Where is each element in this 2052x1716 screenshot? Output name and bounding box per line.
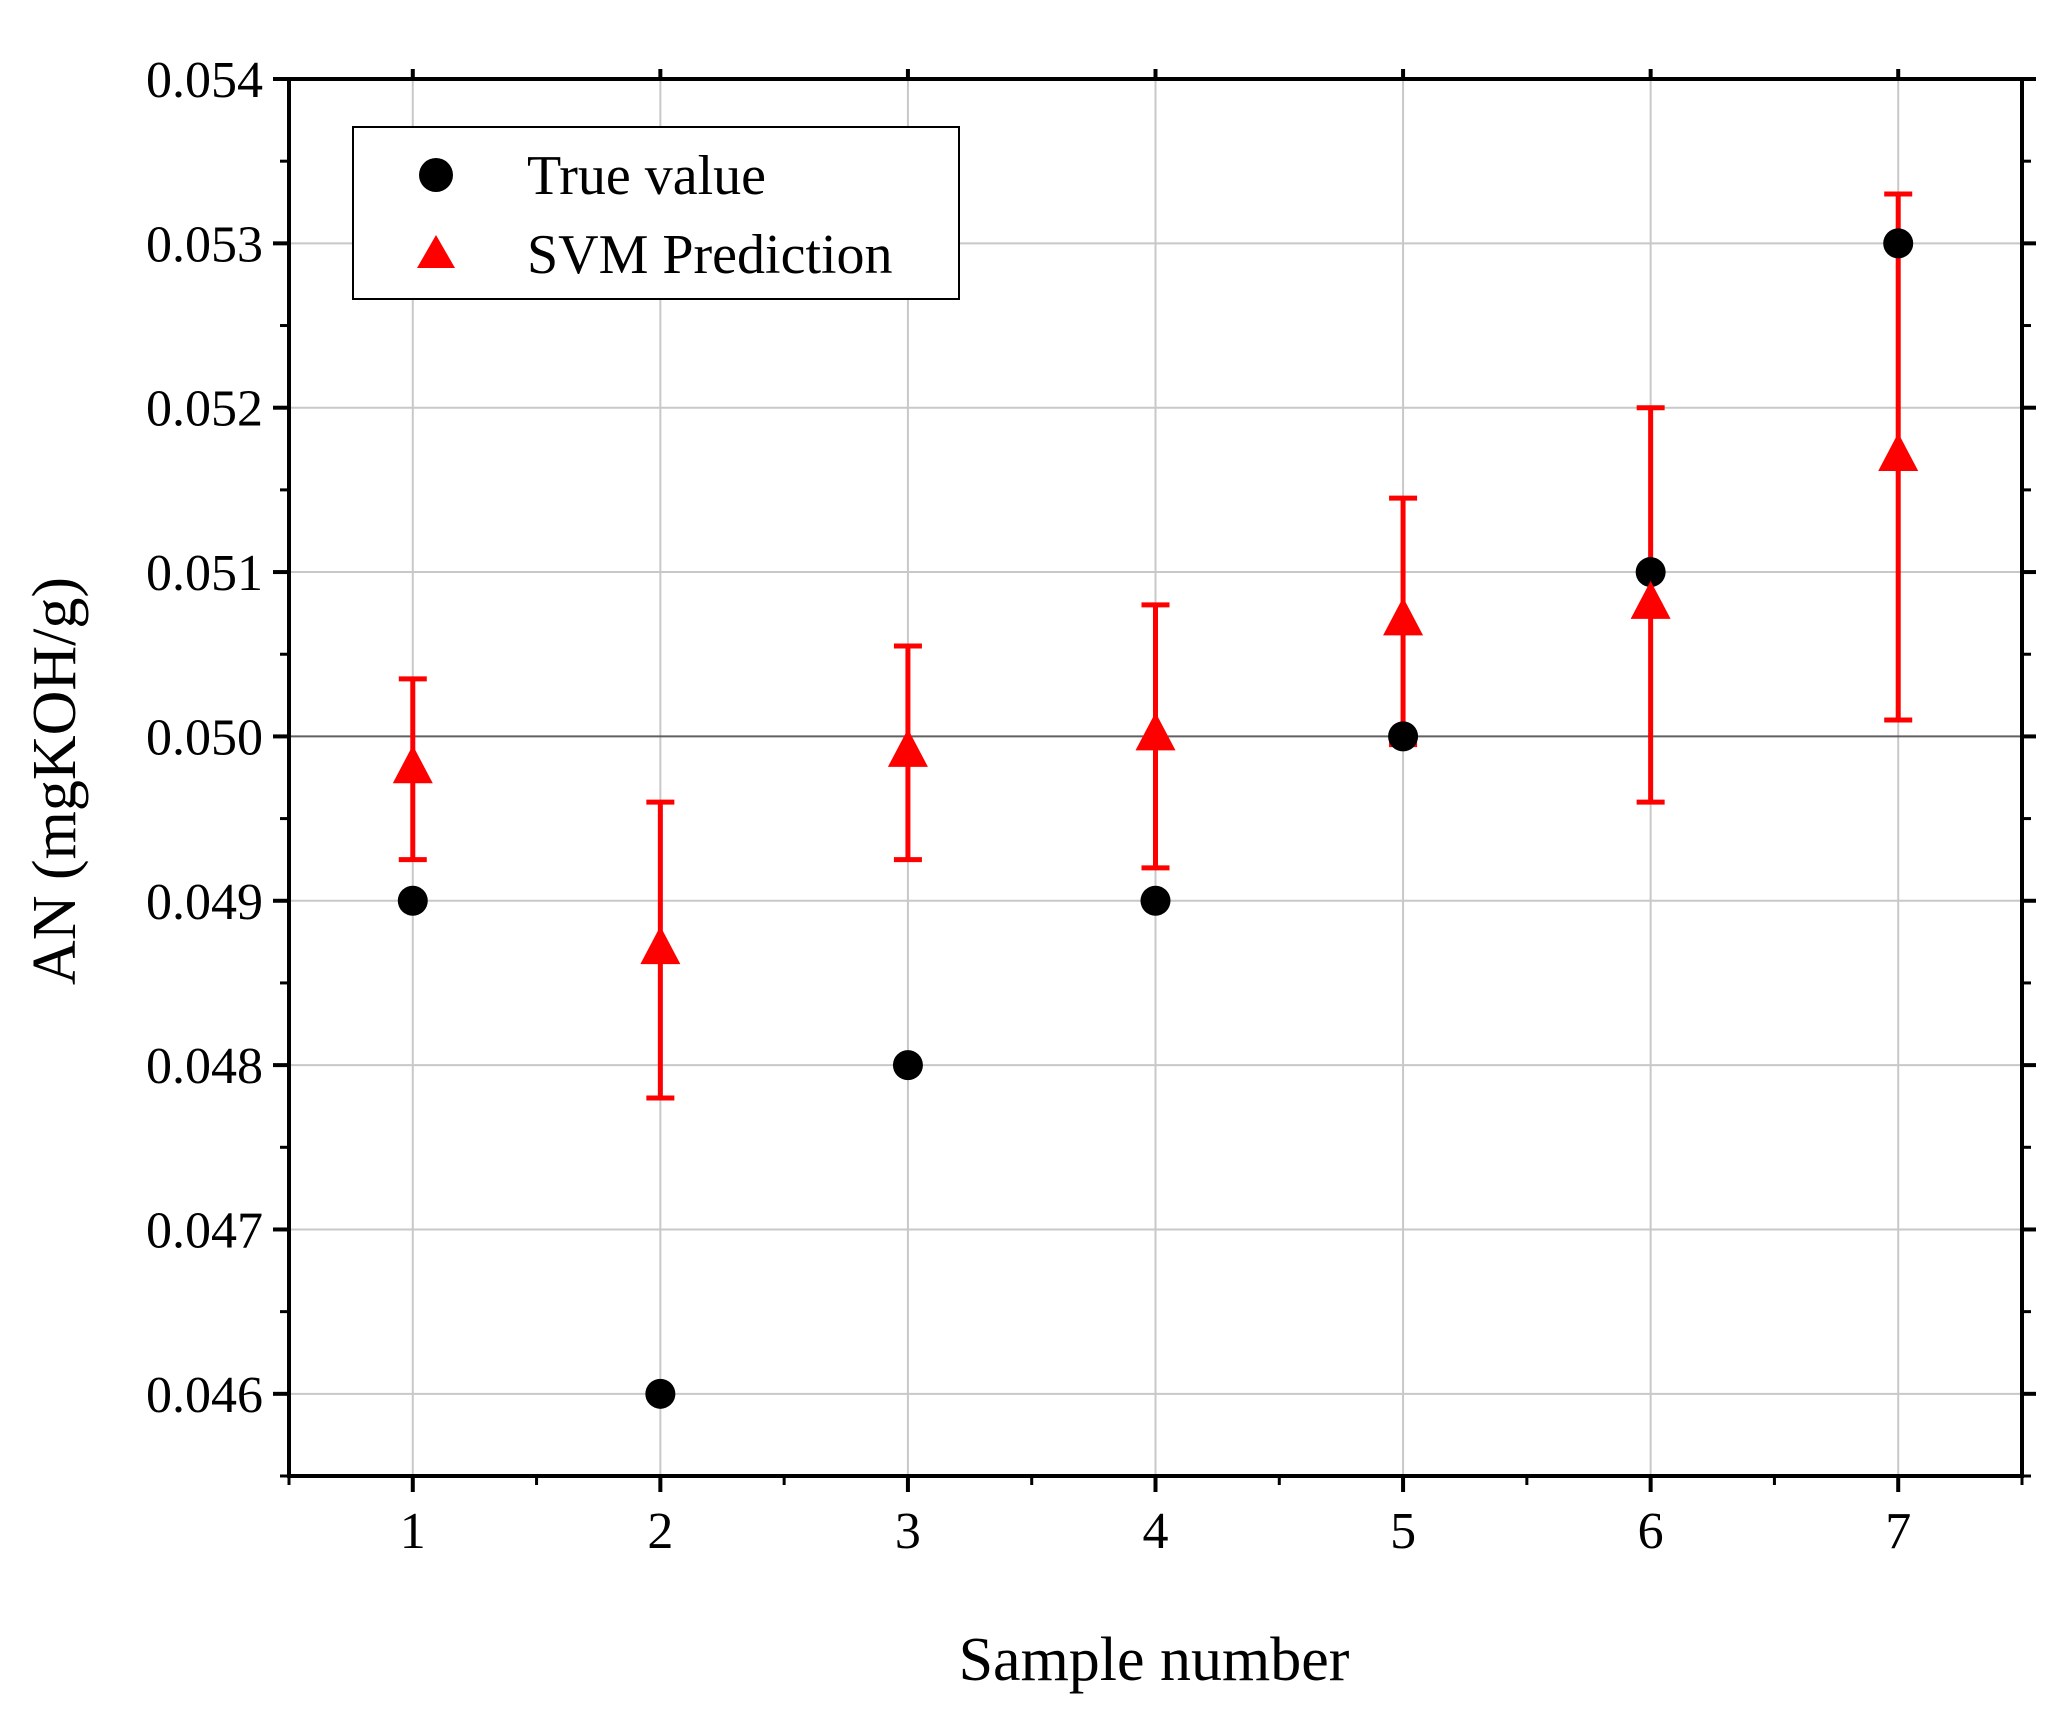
svm-prediction-point xyxy=(392,745,433,784)
y-tick-label: 0.054 xyxy=(146,52,263,109)
x-tick-label: 1 xyxy=(400,1503,426,1560)
y-tick-label: 0.052 xyxy=(146,381,263,438)
svm-prediction-point xyxy=(640,926,681,965)
y-tick-label: 0.049 xyxy=(146,874,263,931)
x-tick-label: 5 xyxy=(1390,1503,1416,1560)
x-tick-label: 7 xyxy=(1885,1503,1911,1560)
svm-prediction-point xyxy=(1878,433,1919,472)
y-tick-label: 0.051 xyxy=(146,545,263,602)
y-tick-labels: 0.046 0.047 0.048 0.049 0.050 0.051 0.052 0.053… xyxy=(146,52,263,1424)
true-value-point xyxy=(1388,721,1419,752)
x-tick-label: 4 xyxy=(1143,1503,1169,1560)
legend-svm-prediction-marker xyxy=(417,235,455,268)
svm-prediction-point xyxy=(1135,712,1176,751)
x-tick-labels: 1 2 3 4 5 6 7 xyxy=(400,1503,1911,1560)
y-tick-label: 0.048 xyxy=(146,1038,263,1095)
x-tick-label: 3 xyxy=(895,1503,921,1560)
svm-prediction-point xyxy=(1383,597,1424,636)
true-value-point xyxy=(892,1050,923,1081)
true-value-point xyxy=(1883,228,1914,259)
svm-prediction-point xyxy=(887,728,928,767)
legend-true-value-label: True value xyxy=(527,145,766,207)
legend-true-value-marker xyxy=(419,158,453,192)
y-axis-title: AN (mgKOH/g) xyxy=(21,577,89,985)
legend-box xyxy=(352,126,960,300)
true-value-point xyxy=(1140,885,1171,916)
legend-svm-prediction-label: SVM Prediction xyxy=(527,224,893,286)
true-value-point xyxy=(645,1378,676,1409)
data-points xyxy=(392,228,1919,1409)
axis-ticks xyxy=(273,69,2036,1492)
y-tick-label: 0.053 xyxy=(146,216,263,273)
true-value-point xyxy=(1635,557,1666,588)
legend: True value SVM Prediction xyxy=(352,126,960,300)
x-tick-label: 6 xyxy=(1638,1503,1664,1560)
true-value-point xyxy=(397,885,428,916)
x-axis-title: Sample number xyxy=(959,1626,1350,1694)
y-tick-label: 0.050 xyxy=(146,709,263,766)
y-tick-label: 0.047 xyxy=(146,1202,263,1259)
plot-frame xyxy=(287,77,2024,1478)
svm-prediction-point xyxy=(1630,580,1671,619)
x-tick-label: 2 xyxy=(647,1503,673,1560)
y-tick-label: 0.046 xyxy=(146,1367,263,1424)
